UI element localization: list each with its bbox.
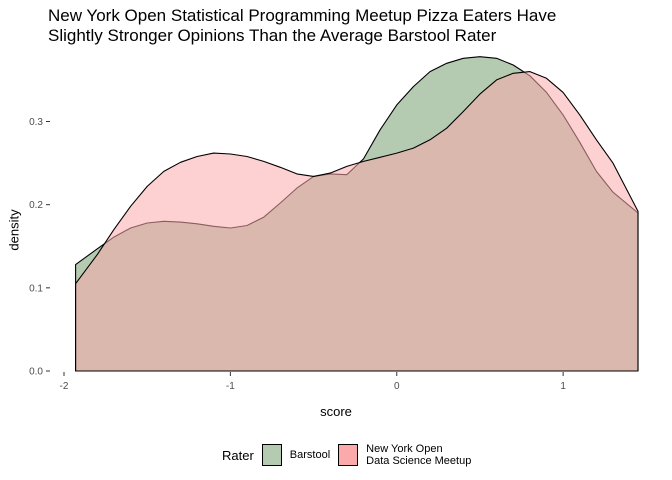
chart-title-line-2: Slightly Stronger Opinions Than the Aver… [48, 26, 497, 45]
legend-item-barstool: Barstool [261, 444, 331, 466]
chart-title-line-1: New York Open Statistical Programming Me… [48, 6, 557, 25]
y-axis-label: density [6, 209, 22, 251]
x-tick-label: 0 [394, 381, 400, 392]
y-tick-label: 0.2 [29, 200, 43, 211]
legend-item-meetup: New York Open Data Science Meetup [338, 443, 471, 467]
x-tick-label: 1 [560, 381, 566, 392]
legend: Rater Barstool New York Open Data Scienc… [222, 440, 479, 470]
legend-key-meetup [338, 444, 359, 466]
y-tick-label: 0.1 [29, 283, 43, 294]
x-tick-label: -2 [60, 381, 69, 392]
plot-area: -2 -1 0 1 0.0 0.1 0.2 0.3 [29, 56, 639, 392]
legend-label-meetup: New York Open Data Science Meetup [366, 443, 472, 467]
x-tick-label: -1 [226, 381, 235, 392]
density-area-meetup [75, 71, 639, 372]
y-tick-label: 0.3 [29, 117, 43, 128]
y-tick-label: 0.0 [29, 367, 43, 378]
x-axis-label: score [320, 404, 352, 419]
legend-title: Rater [222, 447, 254, 463]
legend-label-barstool: Barstool [289, 449, 331, 461]
legend-key-barstool [261, 444, 282, 466]
